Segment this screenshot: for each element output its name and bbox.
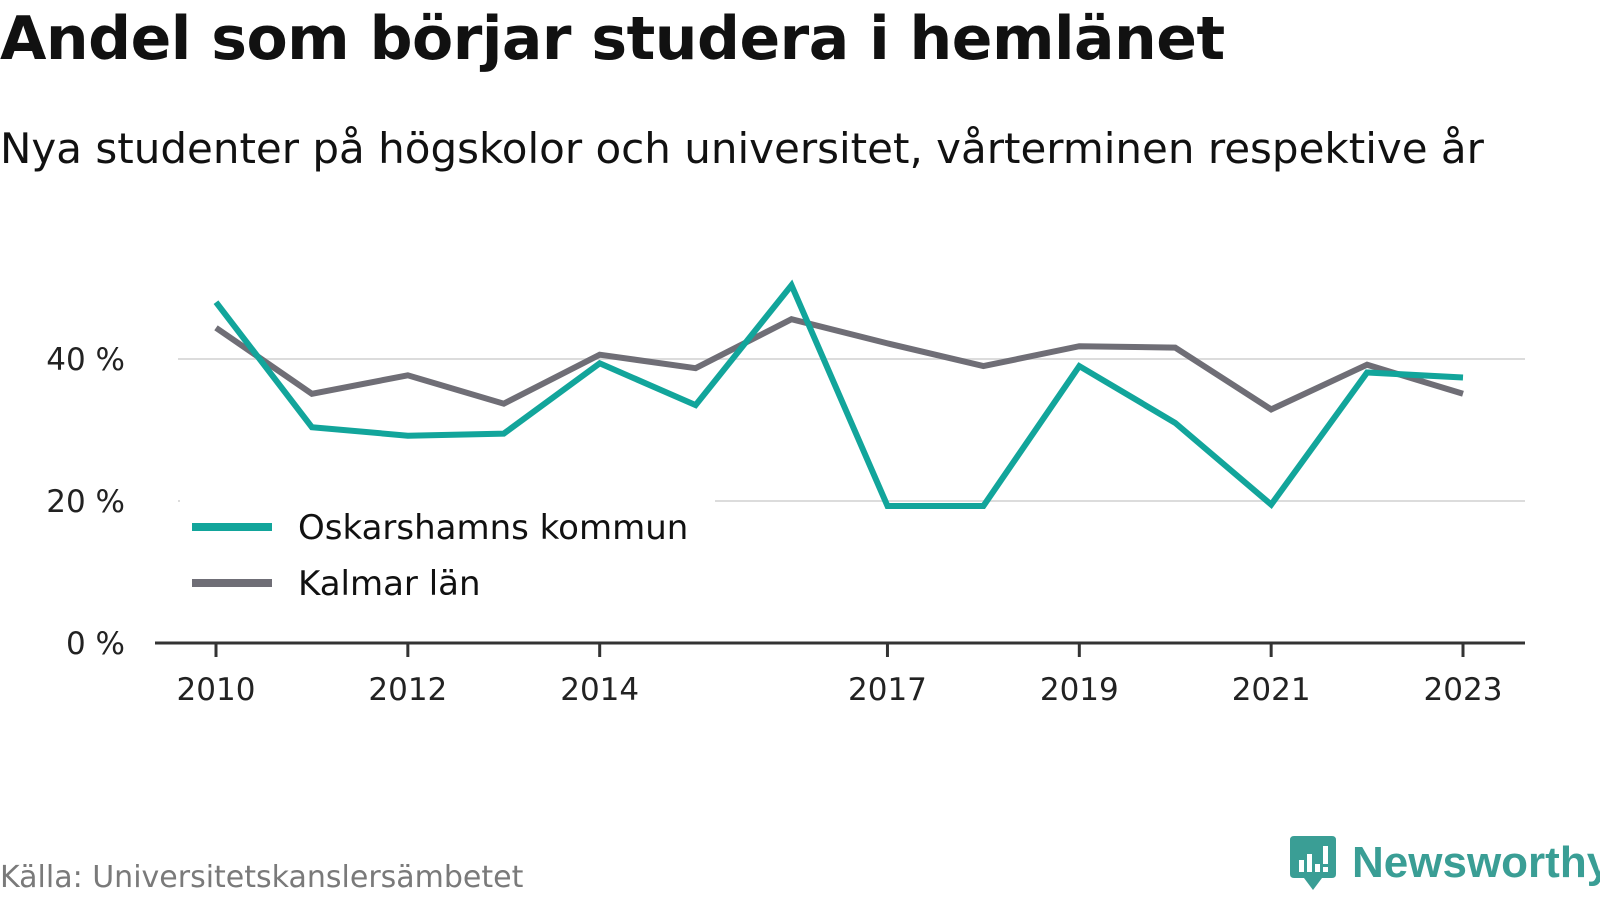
y-tick-label: 0 % bbox=[66, 626, 125, 662]
x-tick-label: 2010 bbox=[177, 672, 256, 708]
series-line-oskarshamns-kommun bbox=[213, 279, 1464, 509]
series-line-kalmar-lan bbox=[214, 316, 1464, 413]
legend: Oskarshamns kommun Kalmar län bbox=[180, 498, 715, 613]
legend-label: Kalmar län bbox=[298, 564, 481, 604]
brand-name: Newsworthy bbox=[1352, 838, 1600, 887]
x-tick-label: 2012 bbox=[368, 672, 447, 708]
source-note: Källa: Universitetskanslersämbetet bbox=[0, 860, 524, 895]
x-tick-label: 2021 bbox=[1232, 672, 1311, 708]
x-tick-label: 2023 bbox=[1424, 672, 1503, 708]
legend-background bbox=[180, 498, 715, 613]
newsworthy-logo-icon bbox=[1290, 836, 1336, 890]
brand-logo: Newsworthy bbox=[1288, 834, 1600, 892]
chart-title: Andel som börjar studera i hemlänet bbox=[0, 4, 1225, 74]
y-axis-ticks: 0 % 20 % 40 % bbox=[46, 342, 125, 662]
x-tick-label: 2017 bbox=[848, 672, 927, 708]
x-axis: 2010 2012 2014 2017 2019 2021 2023 bbox=[155, 641, 1525, 708]
x-tick-label: 2014 bbox=[560, 672, 639, 708]
x-tick-label: 2019 bbox=[1040, 672, 1119, 708]
legend-label: Oskarshamns kommun bbox=[298, 508, 688, 548]
line-chart: 0 % 20 % 40 % 2010 2012 2014 2017 2019 2021 2023… bbox=[46, 279, 1525, 708]
y-tick-label: 40 % bbox=[46, 342, 125, 378]
y-tick-label: 20 % bbox=[46, 484, 125, 520]
series-lines bbox=[213, 279, 1464, 509]
chart-subtitle: Nya studenter på högskolor och universit… bbox=[0, 124, 1484, 173]
